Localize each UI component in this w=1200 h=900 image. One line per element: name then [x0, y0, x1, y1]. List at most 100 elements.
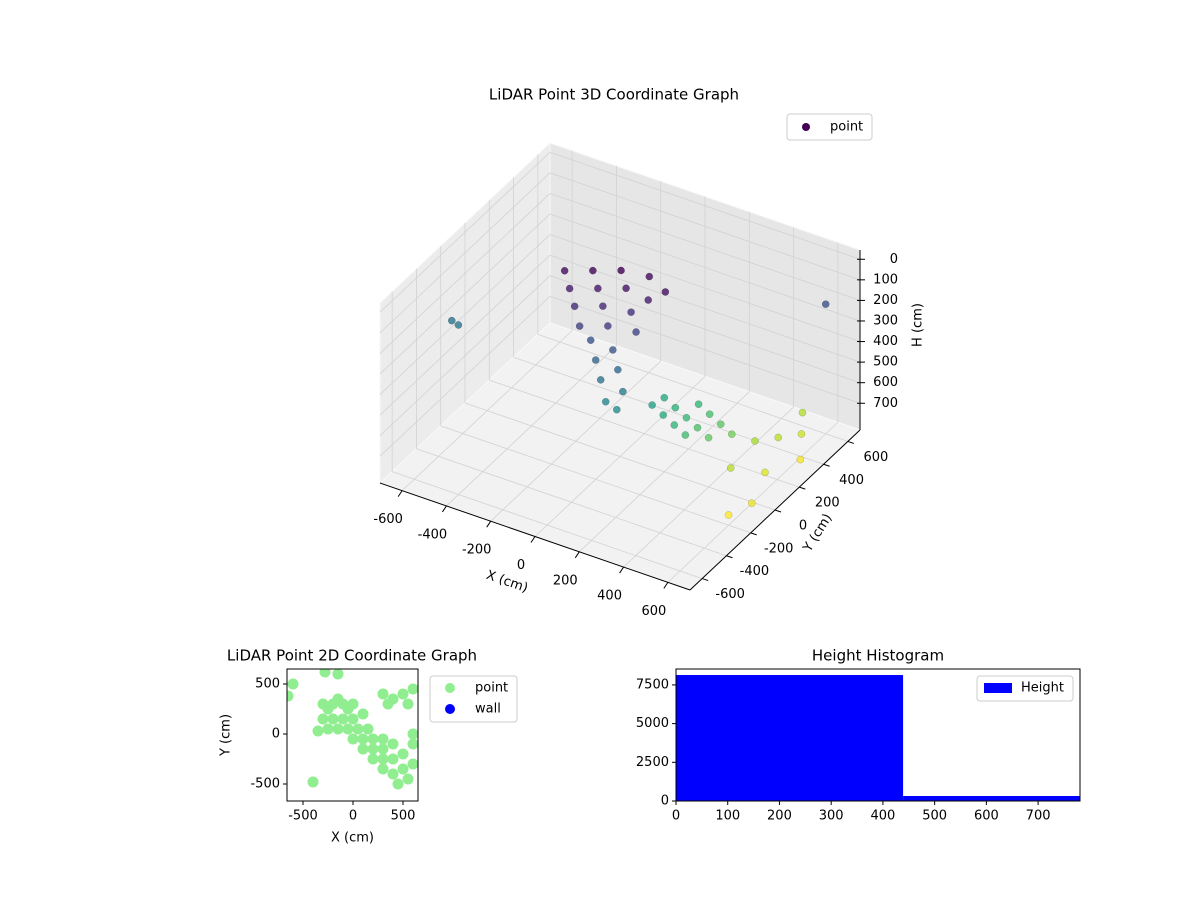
point	[397, 748, 409, 760]
point	[648, 401, 656, 409]
y-tick-label: 0	[272, 727, 280, 742]
tick-mark	[847, 440, 855, 444]
point	[407, 683, 418, 695]
point	[797, 430, 806, 438]
x-tick-label: -200	[462, 543, 492, 558]
tick-mark	[486, 520, 492, 528]
point	[322, 723, 334, 735]
point	[774, 433, 783, 442]
x-tick-label: 0	[672, 809, 680, 824]
point	[377, 743, 389, 755]
y-axis-label: Y (cm)	[219, 714, 234, 757]
point	[661, 288, 670, 296]
grid-line	[537, 334, 848, 442]
grid-line	[549, 254, 861, 363]
chart-histogram: 0 100 200 300 400 500 600 700 0 2500 5000 7500 Heigh…	[636, 647, 1081, 824]
x-tick-label: 400	[871, 809, 896, 824]
point	[644, 296, 653, 304]
grid-line	[489, 379, 800, 488]
point	[659, 411, 668, 419]
point	[614, 365, 622, 374]
grid-line	[549, 213, 861, 322]
grid-line	[392, 471, 703, 579]
x-tick-label: 100	[715, 809, 740, 824]
grid-line	[416, 448, 727, 557]
point	[362, 723, 374, 735]
legend-box	[786, 113, 873, 141]
z-tick-label: 400	[873, 334, 898, 349]
point	[392, 778, 404, 790]
tick-mark	[574, 551, 580, 559]
x-tick-label: 700	[1026, 809, 1051, 824]
point	[402, 698, 414, 710]
point	[307, 776, 319, 788]
x-tick-label: 200	[767, 809, 792, 824]
grid-line	[549, 295, 861, 404]
y-tick-label: 400	[839, 473, 864, 488]
point	[312, 725, 324, 737]
tick-mark	[397, 490, 403, 497]
point	[724, 511, 733, 519]
z-tick-label: 700	[873, 396, 898, 411]
x-tick-label: 300	[819, 809, 844, 824]
z-tick-label: 100	[873, 272, 898, 287]
grid-line	[379, 254, 551, 416]
point	[332, 723, 344, 735]
point	[599, 302, 607, 311]
point	[287, 690, 294, 702]
tick-mark	[701, 578, 709, 582]
point	[612, 405, 621, 414]
point	[407, 738, 418, 750]
point	[645, 272, 654, 281]
tick-mark	[530, 536, 536, 543]
legend-label: point	[830, 120, 863, 135]
grid-line	[549, 234, 861, 342]
point	[704, 433, 713, 442]
plot-area	[676, 675, 1080, 801]
point	[617, 266, 625, 275]
legend-marker	[802, 123, 810, 131]
tick-mark	[726, 555, 733, 559]
point	[670, 421, 679, 429]
point	[798, 408, 807, 417]
y-tick-label: -400	[740, 564, 770, 579]
point	[377, 733, 389, 745]
chart-title: LiDAR Point 2D Coordinate Graph	[227, 647, 477, 665]
point	[407, 728, 418, 740]
chart-title: LiDAR Point 3D Coordinate Graph	[489, 86, 739, 104]
point	[357, 733, 369, 745]
y-tick-label: -500	[250, 777, 280, 792]
legend-label: wall	[475, 702, 501, 717]
point	[705, 410, 714, 419]
point	[377, 688, 389, 700]
y-tick-label: 600	[863, 450, 888, 465]
x-tick-label: 0	[517, 558, 525, 573]
x-tick-label: -400	[418, 527, 448, 542]
grid-line	[379, 275, 551, 436]
point	[402, 773, 414, 785]
point	[681, 431, 690, 439]
grid-line	[379, 193, 551, 354]
point	[694, 400, 703, 409]
point	[589, 266, 597, 275]
point	[337, 713, 349, 725]
tick-mark	[663, 582, 669, 589]
tick-mark	[442, 505, 447, 513]
x-tick-label: 400	[597, 589, 622, 604]
chart-2d: -500 0 500 -500 0 500 X (cm) Y (cm) LiDAR Point …	[219, 647, 518, 846]
tick-mark	[799, 486, 806, 490]
chart-title: Height Histogram	[812, 647, 944, 665]
legend-label: point	[475, 681, 508, 696]
point	[575, 322, 584, 330]
legend-marker	[445, 704, 455, 714]
point	[347, 733, 359, 745]
point	[682, 413, 691, 422]
frame	[675, 668, 1081, 802]
x-axis-label: X (cm)	[331, 831, 374, 846]
point	[454, 321, 463, 329]
point	[357, 708, 369, 720]
x-tick-label: -500	[288, 809, 318, 824]
point	[367, 733, 379, 745]
point	[761, 468, 769, 477]
